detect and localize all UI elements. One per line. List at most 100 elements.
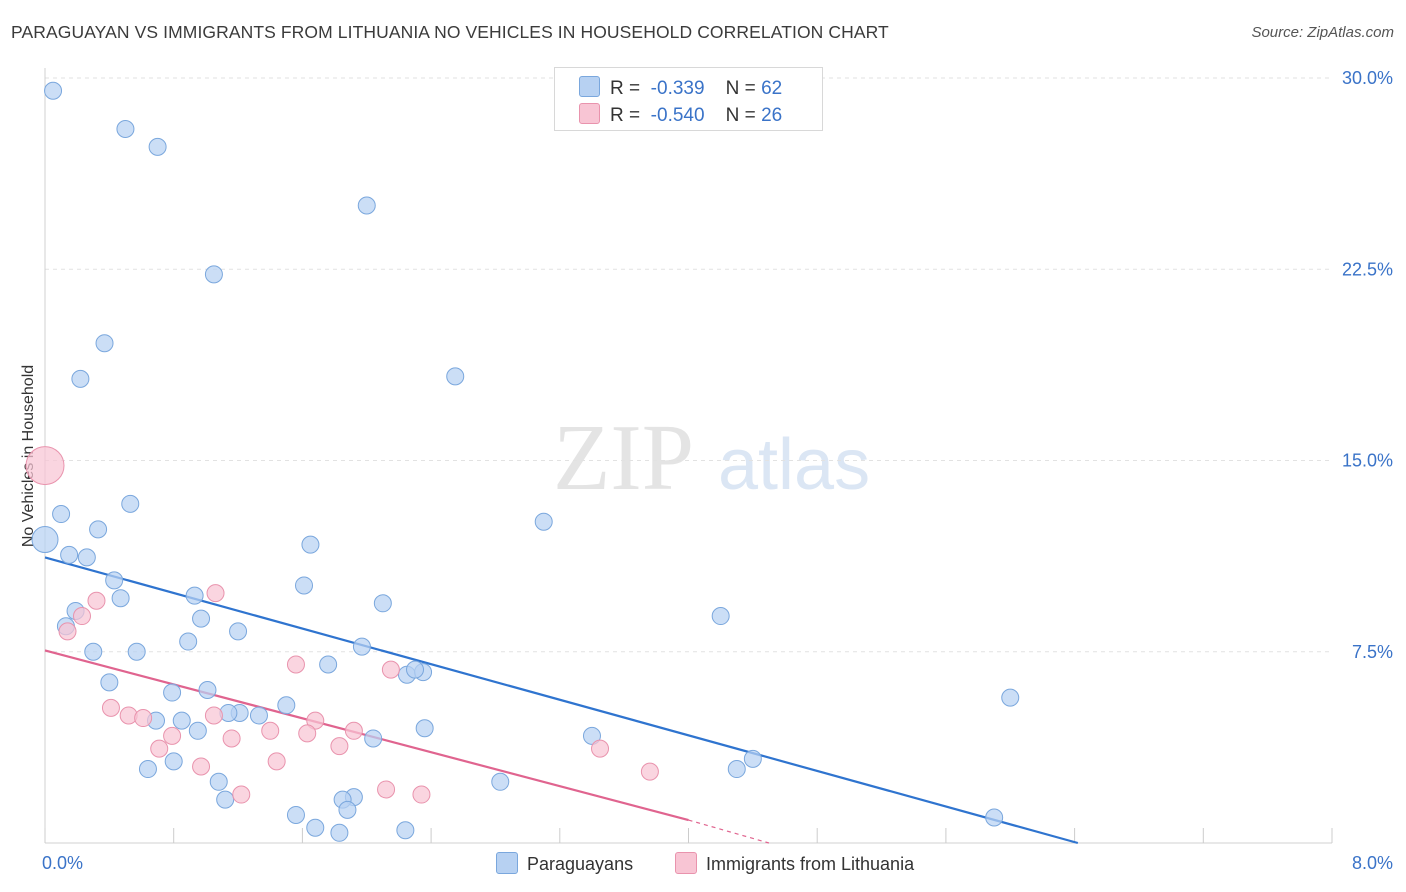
paraguayan-point	[364, 729, 383, 748]
y-tick-label: 15.0%	[1342, 451, 1393, 471]
stats-legend: R = -0.339 N = 62 R = -0.540 N = 26	[554, 67, 823, 131]
paraguayan-point	[77, 548, 96, 567]
lithuania-point	[163, 726, 182, 745]
paraguayan-point	[127, 642, 146, 661]
lithuania-point	[192, 757, 211, 776]
trendline-lithuania-extension	[688, 819, 770, 844]
lithuania-point	[286, 655, 305, 674]
lithuania-point	[58, 622, 77, 641]
chart-title: PARAGUAYAN VS IMMIGRANTS FROM LITHUANIA …	[11, 22, 889, 42]
lithuania-point	[306, 711, 325, 730]
paraguayan-point	[743, 749, 762, 768]
paraguayan-point	[373, 594, 392, 613]
paraguayan-point	[198, 681, 217, 699]
paraguayan-point	[357, 196, 376, 215]
legend-label: Paraguayans	[527, 854, 634, 874]
paraguayan-point	[172, 711, 191, 730]
lithuania-point	[134, 709, 153, 728]
pink-swatch-icon	[675, 852, 697, 874]
lithuania-point	[377, 780, 396, 799]
paraguayan-point	[216, 790, 235, 809]
paraguayan-point	[229, 622, 248, 641]
n-label: N =	[725, 78, 756, 99]
paraguayan-point	[60, 545, 79, 564]
r-value: -0.339	[650, 78, 705, 99]
watermark-atlas: atlas	[718, 425, 870, 505]
paraguayan-point	[286, 805, 305, 824]
paraguayan-point	[192, 609, 211, 628]
data-points	[25, 81, 1020, 842]
lithuania-point	[73, 607, 92, 626]
paraguayan-point	[582, 726, 601, 745]
lithuania-point	[232, 785, 251, 804]
watermark: ZIP atlas	[553, 406, 870, 510]
lithuania-point	[150, 739, 169, 758]
lithuania-point	[101, 698, 120, 717]
paraguayan-point	[163, 683, 182, 702]
y-tick-label: 22.5%	[1342, 259, 1393, 279]
paraguayan-point	[727, 760, 746, 779]
paraguayan-point	[164, 752, 183, 771]
paraguayan-point	[338, 800, 357, 819]
gridlines	[45, 77, 1332, 653]
x-tick-label: 8.0%	[1352, 853, 1393, 873]
r-value: -0.540	[650, 105, 705, 126]
paraguayan-point	[396, 821, 415, 840]
paraguayan-point	[204, 265, 223, 284]
trendline-paraguayans	[44, 556, 1079, 845]
stats-row-lithuania: R = -0.540 N = 26	[579, 103, 783, 126]
paraguayan-point	[44, 81, 63, 100]
r-label: R =	[610, 105, 641, 126]
paraguayan-point	[111, 589, 130, 608]
lithuania-point	[222, 729, 241, 748]
paraguayan-point	[277, 696, 296, 715]
lithuania-point	[344, 721, 363, 740]
paraguayan-point	[446, 367, 465, 386]
lithuania-point	[381, 660, 400, 679]
paraguayan-point	[301, 535, 320, 554]
n-value: 26	[761, 105, 783, 126]
legend-item-lithuania: Immigrants from Lithuania	[675, 852, 914, 876]
paraguayan-point	[249, 706, 268, 725]
paraguayan-point	[319, 655, 338, 674]
paraguayan-point	[138, 760, 157, 779]
lithuania-point	[640, 762, 659, 781]
paraguayan-point	[330, 823, 349, 842]
blue-swatch-icon	[496, 852, 518, 874]
lithuania-point	[330, 737, 349, 756]
n-label: N =	[725, 105, 756, 126]
lithuania-point	[298, 724, 317, 743]
paraguayan-point	[121, 494, 140, 513]
n-value: 62	[761, 78, 783, 99]
paraguayan-point	[306, 818, 325, 837]
watermark-zip: ZIP	[553, 406, 694, 510]
paraguayan-point	[491, 772, 510, 791]
lithuania-point	[412, 785, 431, 804]
paraguayan-point	[352, 637, 371, 656]
lithuania-point	[25, 446, 65, 486]
lithuania-point	[591, 739, 610, 758]
source-label: Source: ZipAtlas.com	[1251, 24, 1394, 41]
blue-swatch-icon	[579, 76, 600, 97]
paraguayan-point	[100, 673, 119, 692]
paraguayan-point	[188, 721, 207, 740]
lithuania-point	[204, 706, 223, 725]
x-tick-label: 0.0%	[42, 853, 83, 873]
paraguayan-point	[116, 120, 135, 138]
paraguayan-point	[185, 586, 204, 605]
stats-row-paraguayans: R = -0.339 N = 62	[579, 76, 783, 99]
legend-item-paraguayans: Paraguayans	[496, 852, 633, 876]
paraguayan-point	[148, 137, 167, 156]
paraguayan-point	[209, 772, 228, 791]
r-label: R =	[610, 78, 641, 99]
legend-label: Immigrants from Lithuania	[706, 854, 915, 874]
paraguayan-point	[406, 660, 425, 679]
paraguayan-point	[711, 607, 730, 626]
paraguayan-point	[89, 520, 108, 539]
paraguayan-point	[31, 526, 59, 554]
paraguayan-point	[84, 642, 103, 661]
y-tick-label: 7.5%	[1352, 642, 1393, 662]
paraguayan-point	[179, 632, 198, 651]
lithuania-point	[206, 584, 225, 603]
